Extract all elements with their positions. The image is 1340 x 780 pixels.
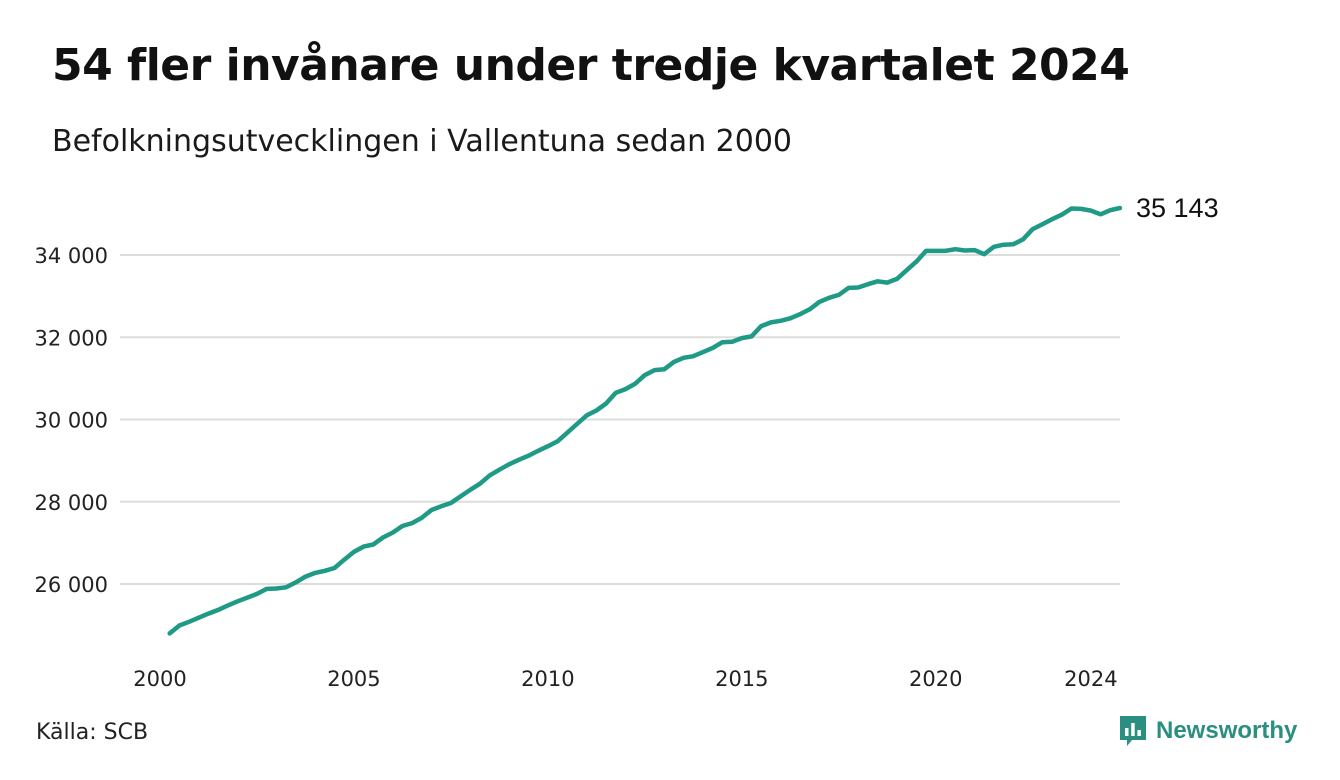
y-tick-label: 32 000 bbox=[35, 326, 108, 350]
x-tick-label: 2005 bbox=[327, 667, 380, 691]
chart-title: 54 fler invånare under tredje kvartalet … bbox=[52, 40, 1130, 91]
series-line bbox=[167, 205, 1123, 636]
chart-subtitle: Befolkningsutvecklingen i Vallentuna sed… bbox=[52, 124, 792, 159]
x-axis-tick-labels: 2000 2005 2010 2015 2020 2024 bbox=[133, 667, 1117, 691]
y-axis-tick-labels: 26 000 28 000 30 000 32 000 34 000 bbox=[35, 244, 108, 597]
y-tick-label: 30 000 bbox=[35, 409, 108, 433]
series-layer bbox=[167, 205, 1123, 636]
bar-chart-speech-bubble-icon bbox=[1120, 716, 1146, 746]
source-note: Källa: SCB bbox=[36, 720, 149, 745]
y-tick-label: 28 000 bbox=[35, 491, 108, 515]
brand-name: Newsworthy bbox=[1156, 717, 1298, 744]
x-tick-label: 2020 bbox=[909, 667, 962, 691]
brand-logo: Newsworthy bbox=[1118, 714, 1297, 748]
x-tick-label: 2024 bbox=[1064, 667, 1117, 691]
x-tick-label: 2015 bbox=[715, 667, 768, 691]
y-tick-label: 34 000 bbox=[35, 244, 108, 268]
end-value-label: 35 143 bbox=[1136, 193, 1219, 223]
y-tick-label: 26 000 bbox=[35, 573, 108, 597]
gridlines bbox=[120, 254, 1120, 585]
x-tick-label: 2010 bbox=[521, 667, 574, 691]
x-tick-label: 2000 bbox=[133, 667, 186, 691]
